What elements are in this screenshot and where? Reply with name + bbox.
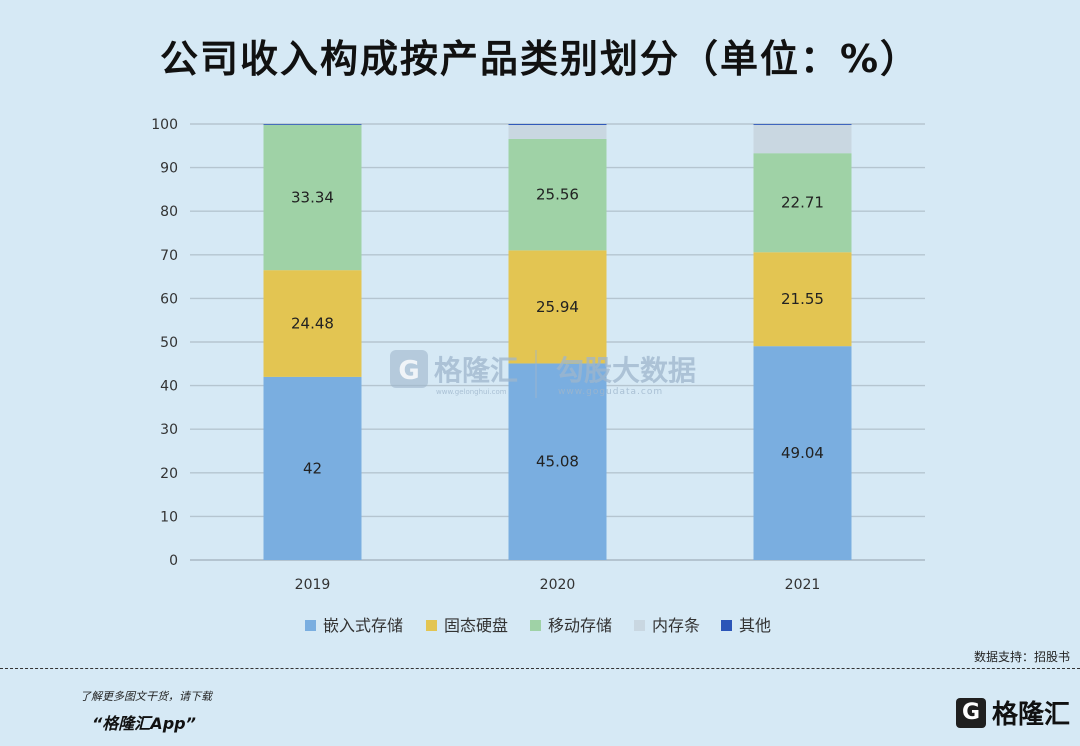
legend-swatch (530, 620, 541, 631)
bar-segment (508, 363, 607, 560)
brand-logo-icon: G (955, 697, 986, 728)
bar-segment (263, 124, 362, 125)
footer-divider (0, 668, 1080, 669)
x-tick-label: 2019 (295, 577, 331, 593)
bar-segment (508, 124, 607, 139)
app-name: “格隆汇App” (92, 714, 196, 733)
legend-label: 移动存储 (548, 616, 612, 635)
x-tick-label: 2020 (540, 577, 576, 593)
bar-segment (753, 124, 852, 125)
data-label: 25.94 (536, 298, 579, 316)
bar-segment (263, 270, 362, 377)
watermark-logo-icon (390, 350, 428, 388)
y-tick-label: 0 (169, 553, 178, 569)
data-source: 数据支持：招股书 (973, 650, 1070, 664)
bar-segment (753, 252, 852, 347)
y-tick-label: 40 (160, 379, 178, 395)
legend-label: 固态硬盘 (444, 616, 508, 635)
x-tick-label: 2021 (785, 577, 821, 593)
watermark-partner-url: www.gogudata.com (558, 387, 663, 397)
watermark-brand-url: www.gelonghui.com (436, 388, 507, 396)
y-tick-label: 90 (160, 161, 178, 177)
data-label: 33.34 (291, 188, 334, 206)
data-label: 49.04 (781, 444, 824, 462)
bar-segment (753, 153, 852, 253)
promo-text: 了解更多图文干货，请下载 (80, 690, 212, 703)
bar-segment (508, 138, 607, 251)
data-label: 45.08 (536, 453, 579, 471)
legend-swatch (634, 620, 645, 631)
y-tick-label: 80 (160, 204, 178, 220)
brand: G 格隆汇 (955, 694, 1070, 731)
data-label: 42 (303, 459, 322, 477)
y-tick-label: 30 (160, 422, 178, 438)
brand-name: 格隆汇 (991, 700, 1070, 730)
y-tick-label: 60 (160, 291, 178, 307)
legend-swatch (426, 620, 437, 631)
stacked-bar-chart: 0 10 20 30 40 50 60 70 80 90 100 42 24.48 33.34 2019 45… (151, 117, 925, 635)
legend-swatch (721, 620, 732, 631)
chart-title: 公司收入构成按产品类别划分（单位：%） (159, 37, 921, 81)
bar-segment (263, 376, 362, 560)
y-tick-label: 70 (160, 248, 178, 264)
data-label: 24.48 (291, 315, 334, 333)
watermark-logo-letter: G (398, 356, 419, 386)
data-label: 22.71 (781, 194, 824, 212)
data-label: 21.55 (781, 290, 824, 308)
watermark-partner: 勾股大数据 (556, 354, 696, 387)
legend-label: 内存条 (652, 616, 700, 635)
bar-segment (753, 124, 852, 154)
bar-segment (508, 124, 607, 125)
y-tick-label: 100 (151, 117, 178, 133)
legend-label: 其他 (739, 616, 771, 635)
data-label: 25.56 (536, 186, 579, 204)
y-tick-label: 50 (160, 335, 178, 351)
y-tick-label: 20 (160, 466, 178, 482)
bar-segment (263, 124, 362, 271)
bar-segment (508, 250, 607, 364)
bar-segment (753, 346, 852, 560)
watermark-brand: 格隆汇 (434, 354, 518, 387)
legend-swatch (305, 620, 316, 631)
y-tick-label: 10 (160, 509, 178, 525)
legend-label: 嵌入式存储 (323, 616, 403, 635)
